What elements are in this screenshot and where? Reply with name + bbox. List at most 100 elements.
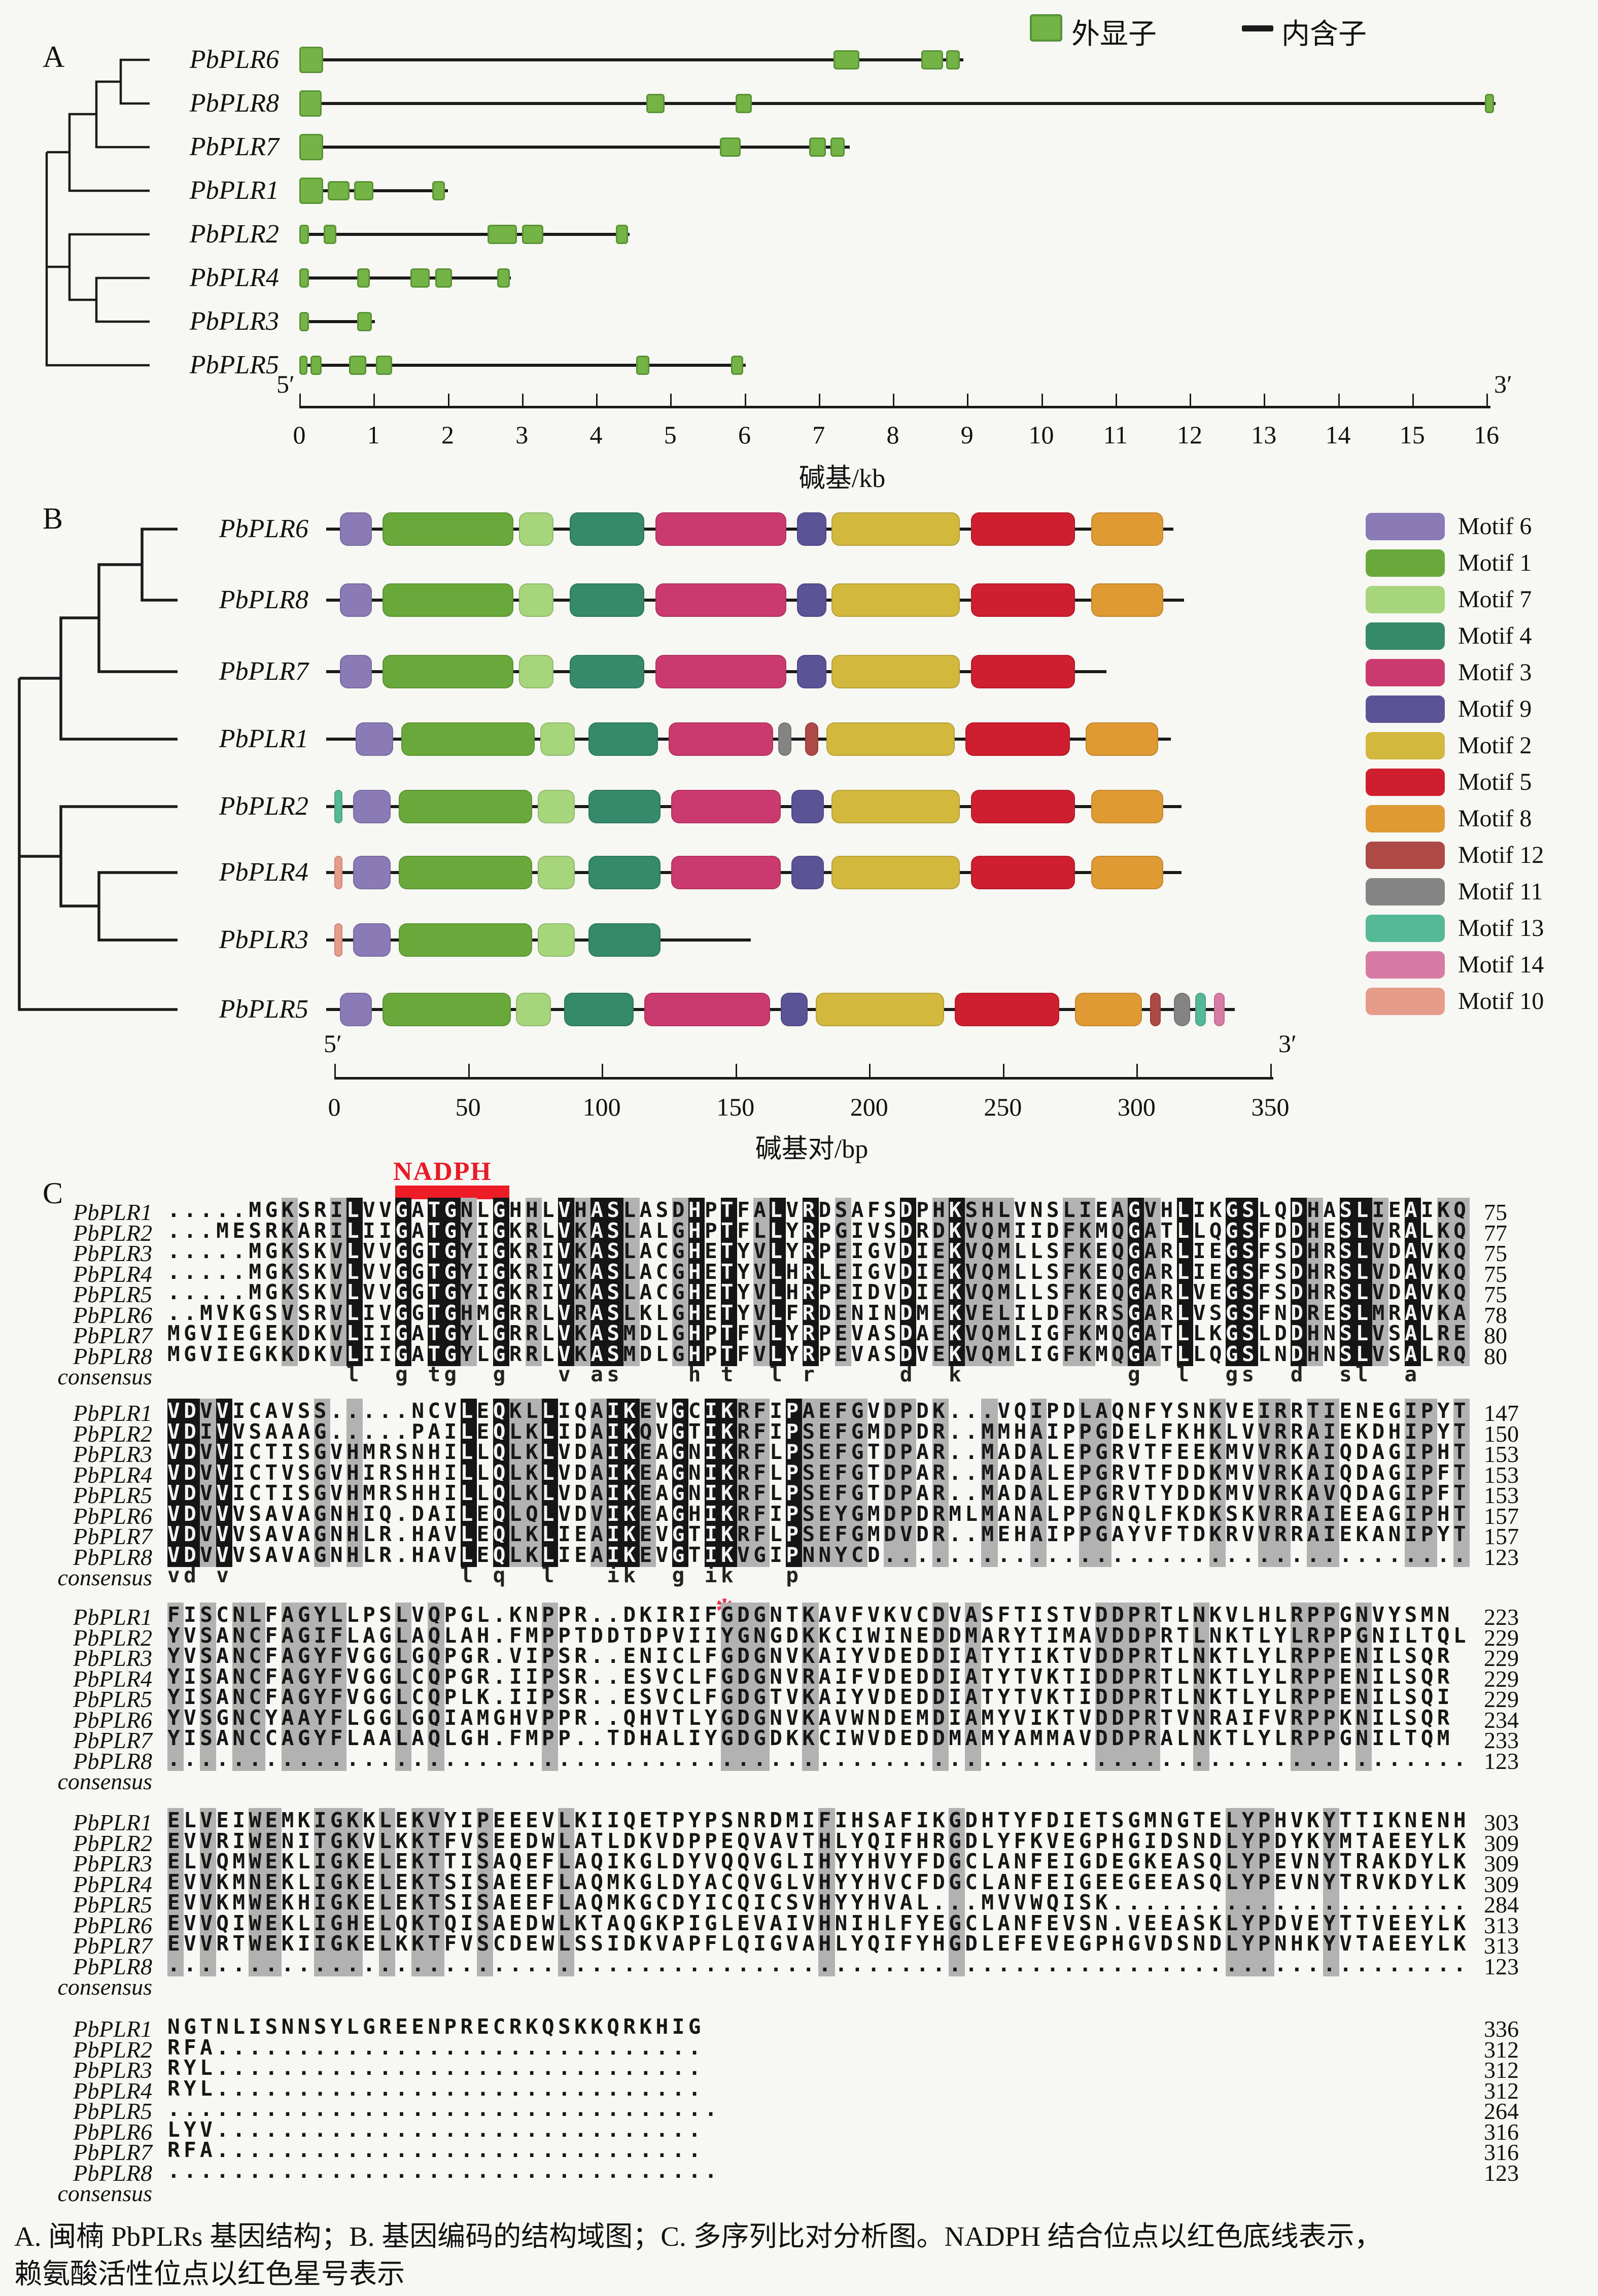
intron-line xyxy=(299,276,511,280)
kb-axis-tick xyxy=(1264,394,1266,406)
alignment-row-endpos: 123 xyxy=(1484,1544,1519,1570)
alignment-row-seq: MGVIEGEKDKVLIIGATGYLGRRLVKASMDLGHPTFVLYR… xyxy=(167,1321,1470,1345)
alignment-row-seq: ELVQMWEKLIGKELEKTTISAQEFLAQIKGLDYVQQVGLI… xyxy=(167,1849,1470,1873)
alignment-row-seq: YVSANCFAGIFLAGLAQLAH.FMPPTDDTDPVIIYGNGDK… xyxy=(167,1623,1470,1648)
alignment-row-seq: RFA.............................. xyxy=(167,2138,705,2162)
alignment-row-endpos: 123 xyxy=(1484,2160,1519,2186)
alignment-row-endpos: 303 xyxy=(1484,1810,1519,1835)
kb-axis-tick-label: 13 xyxy=(1251,421,1277,449)
motif-legend-label: Motif 6 xyxy=(1458,513,1532,540)
alignment-row-label: PbPLR2 xyxy=(73,2036,152,2063)
intron-legend-dash-icon xyxy=(1242,25,1273,31)
alignment-row-seq: YVSANCFAGYFVGGLGQPGR.VIPSR..ENICLFGDGNVK… xyxy=(167,1644,1453,1668)
panel-c-label: C xyxy=(43,1176,63,1210)
alignment-row-seq: .....MGKSKVLVVGGTGYIGKRIVKASLACGHETYVLHR… xyxy=(167,1280,1470,1304)
kb-axis-tick-label: 7 xyxy=(812,421,825,449)
alignment-row-endpos: 229 xyxy=(1484,1645,1519,1671)
alignment-row-endpos: 336 xyxy=(1484,2016,1519,2042)
alignment-row-label: PbPLR7 xyxy=(73,1933,152,1959)
bp-axis-tick xyxy=(735,1064,737,1077)
alignment-row-seq: VDVVVSAVAGNHLR.HAVLEQLKLIEAIKEVGTIKVGIPN… xyxy=(167,1542,1470,1567)
kb-axis-tick-label: 2 xyxy=(441,421,454,449)
kb-axis-tick xyxy=(1486,394,1488,406)
alignment-consensus-label: consensus xyxy=(57,1564,152,1590)
exon-legend-swatch-icon xyxy=(1030,14,1062,42)
motif-box-4 xyxy=(588,790,661,823)
motif-box-7 xyxy=(518,512,554,546)
alignment-row-label: PbPLR8 xyxy=(73,1953,152,1979)
alignment-row-seq: EVVRIWENITGKVLKKTFVSEEDWLATLDKVDPPEQVAVT… xyxy=(167,1828,1470,1853)
nadph-site-label: NADPH xyxy=(393,1157,492,1186)
kb-axis-tick xyxy=(967,394,969,406)
motif-box-2 xyxy=(831,790,960,823)
motif-box-9 xyxy=(781,993,808,1026)
exon-box xyxy=(299,178,323,204)
motif-box-7 xyxy=(537,923,575,957)
exon-box xyxy=(357,312,372,331)
kb-axis-tick xyxy=(596,394,598,406)
alignment-row-label: PbPLR4 xyxy=(73,2077,152,2104)
alignment-row-label: PbPLR8 xyxy=(73,1343,152,1369)
motif-legend-label: Motif 5 xyxy=(1458,769,1532,795)
panel-a-gene-label: PbPLR3 xyxy=(189,307,279,336)
alignment-row-label: PbPLR6 xyxy=(73,1503,152,1529)
panel-b-gene-label: PbPLR7 xyxy=(219,657,308,686)
alignment-row-seq: .....MGKSRILVVGATGNLGHHLVHASLASDHPTFALVR… xyxy=(167,1198,1470,1222)
exon-box xyxy=(349,356,366,375)
protein-backbone-line xyxy=(326,1008,1235,1011)
kb-axis-tick xyxy=(1338,394,1340,406)
motif-box-7 xyxy=(516,993,551,1026)
alignment-row-label: PbPLR3 xyxy=(73,1441,152,1467)
alignment-row-seq: VDVVICTISGVHMRSNHILLQLKLVDAIKEAGNIKRFLPS… xyxy=(167,1440,1470,1464)
alignment-row-label: PbPLR2 xyxy=(73,1624,152,1651)
alignment-row-label: PbPLR2 xyxy=(73,1420,152,1447)
alignment-row-seq: RFA.............................. xyxy=(167,2035,705,2060)
alignment-row-seq: ...MESRKARILIIGATGYIGKRLVKASLALGHPTFLLYR… xyxy=(167,1218,1470,1243)
intron-line xyxy=(299,146,850,149)
motif-box-12 xyxy=(1150,993,1161,1026)
alignment-row-endpos: 123 xyxy=(1484,1748,1519,1774)
kb-axis-tick xyxy=(299,394,301,406)
bp-axis-tick xyxy=(869,1064,871,1077)
kb-axis-tick-label: 6 xyxy=(738,421,751,449)
alignment-row-endpos: 309 xyxy=(1484,1871,1519,1897)
alignment-row-seq: NGTNLISNNSYLGREENPRECRKQSKKQRKHIG xyxy=(167,2014,705,2039)
alignment-row-seq: LYV.............................. xyxy=(167,2117,705,2142)
alignment-row-endpos: 123 xyxy=(1484,1953,1519,1979)
kb-axis-tick xyxy=(744,394,746,406)
alignment-row-endpos: 75 xyxy=(1484,1281,1507,1307)
motif-box-7 xyxy=(518,583,554,617)
panel-a-axis-title: 碱基/kb xyxy=(798,464,886,493)
bp-axis-tick xyxy=(468,1064,470,1077)
motif-box-6 xyxy=(353,790,391,823)
motif-box-3 xyxy=(644,993,771,1026)
alignment-row-endpos: 75 xyxy=(1484,1261,1507,1287)
intron-line xyxy=(299,58,963,61)
motif-legend-swatch-13 xyxy=(1366,915,1445,942)
alignment-row-label: PbPLR7 xyxy=(73,2139,152,2165)
motif-box-2 xyxy=(831,856,960,889)
motif-box-4 xyxy=(588,923,661,957)
alignment-row-seq: ........................................… xyxy=(167,1746,1470,1771)
motif-legend-label: Motif 3 xyxy=(1458,659,1532,686)
exon-box xyxy=(299,225,309,244)
alignment-row-label: PbPLR7 xyxy=(73,1727,152,1753)
motif-box-1 xyxy=(398,856,533,889)
motif-box-11 xyxy=(778,722,792,756)
alignment-row-seq: VDVVVSAVAGNHIQ.DAILEQLQLVDVIKEAGHIKRFIPS… xyxy=(167,1501,1470,1526)
motif-box-2 xyxy=(831,655,960,688)
alignment-consensus-label: consensus xyxy=(57,1364,152,1389)
alignment-row-label: PbPLR1 xyxy=(73,1810,152,1835)
alignment-row-endpos: 153 xyxy=(1484,1482,1519,1508)
motif-box-13 xyxy=(1195,993,1206,1026)
motif-box-1 xyxy=(398,923,533,957)
exon-box xyxy=(299,356,308,375)
alignment-row-seq: .....MGKSKVLVVGGTGYIGKRIVKASLACGHETYVLHR… xyxy=(167,1259,1470,1284)
alignment-row-label: PbPLR3 xyxy=(73,1851,152,1876)
intron-legend-label: 内含子 xyxy=(1281,19,1367,50)
panel-b-gene-label: PbPLR1 xyxy=(219,724,308,753)
exon-box xyxy=(310,356,322,375)
motif-box-7 xyxy=(537,790,575,823)
motif-legend-swatch-3 xyxy=(1366,659,1445,686)
exon-box xyxy=(497,268,510,288)
